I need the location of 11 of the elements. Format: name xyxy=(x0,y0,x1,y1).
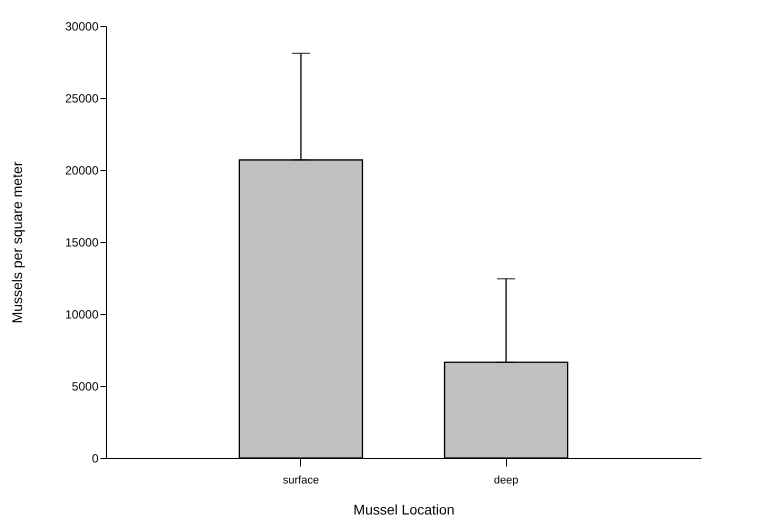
y-tick-label: 25000 xyxy=(65,92,99,106)
y-axis-title: Mussels per square meter xyxy=(9,161,26,324)
y-tick-label: 5000 xyxy=(72,380,99,394)
y-tick-label: 15000 xyxy=(65,236,99,250)
y-tick-label: 20000 xyxy=(65,164,99,178)
x-axis-title: Mussel Location xyxy=(353,502,455,518)
x-tick-label: surface xyxy=(282,474,319,486)
y-tick-label: 30000 xyxy=(65,20,99,34)
y-tick-label: 10000 xyxy=(65,308,99,322)
x-tick-label: deep xyxy=(494,474,518,486)
y-tick-label: 0 xyxy=(92,452,99,466)
